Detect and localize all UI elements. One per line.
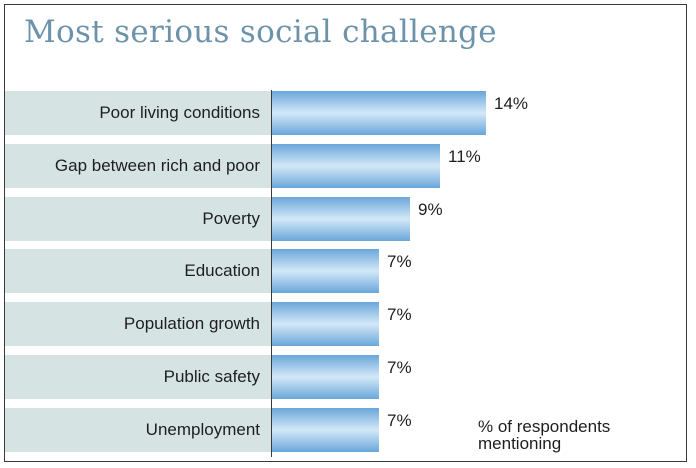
bar [272, 144, 440, 188]
category-label-box: Public safety [5, 355, 272, 399]
category-label-box: Gap between rich and poor [5, 144, 272, 188]
category-label-box: Education [5, 249, 272, 293]
category-label: Unemployment [145, 420, 260, 439]
bar [272, 355, 379, 399]
bar-value-label: 14% [494, 94, 529, 113]
unit-note: % of respondents mentioning [478, 418, 610, 452]
bar-value-label: 7% [387, 252, 412, 271]
bar [272, 91, 486, 135]
category-label: Population growth [123, 314, 260, 333]
bar [272, 197, 410, 241]
unit-note-line-2: mentioning [478, 434, 562, 453]
category-label: Education [184, 261, 260, 280]
bar-value-label: 7% [387, 358, 412, 377]
category-label-box: Poor living conditions [5, 91, 272, 135]
category-label: Poverty [202, 209, 260, 228]
category-axis-line [271, 90, 272, 457]
bar-value-label: 11% [448, 147, 481, 166]
category-label: Poor living conditions [99, 103, 260, 122]
category-label-box: Population growth [5, 302, 272, 346]
bar-value-label: 7% [387, 411, 412, 430]
bar [272, 249, 379, 293]
bar-value-label: 7% [387, 305, 412, 324]
unit-note-line-1: % of respondents [478, 417, 611, 436]
bar [272, 302, 379, 346]
category-label: Public safety [163, 367, 260, 386]
chart-title: Most serious social challenge [24, 14, 497, 50]
category-label-box: Unemployment [5, 408, 272, 452]
bar [272, 408, 379, 452]
bar-value-label: 9% [418, 200, 443, 219]
category-label: Gap between rich and poor [54, 156, 260, 175]
category-label-box: Poverty [5, 197, 272, 241]
